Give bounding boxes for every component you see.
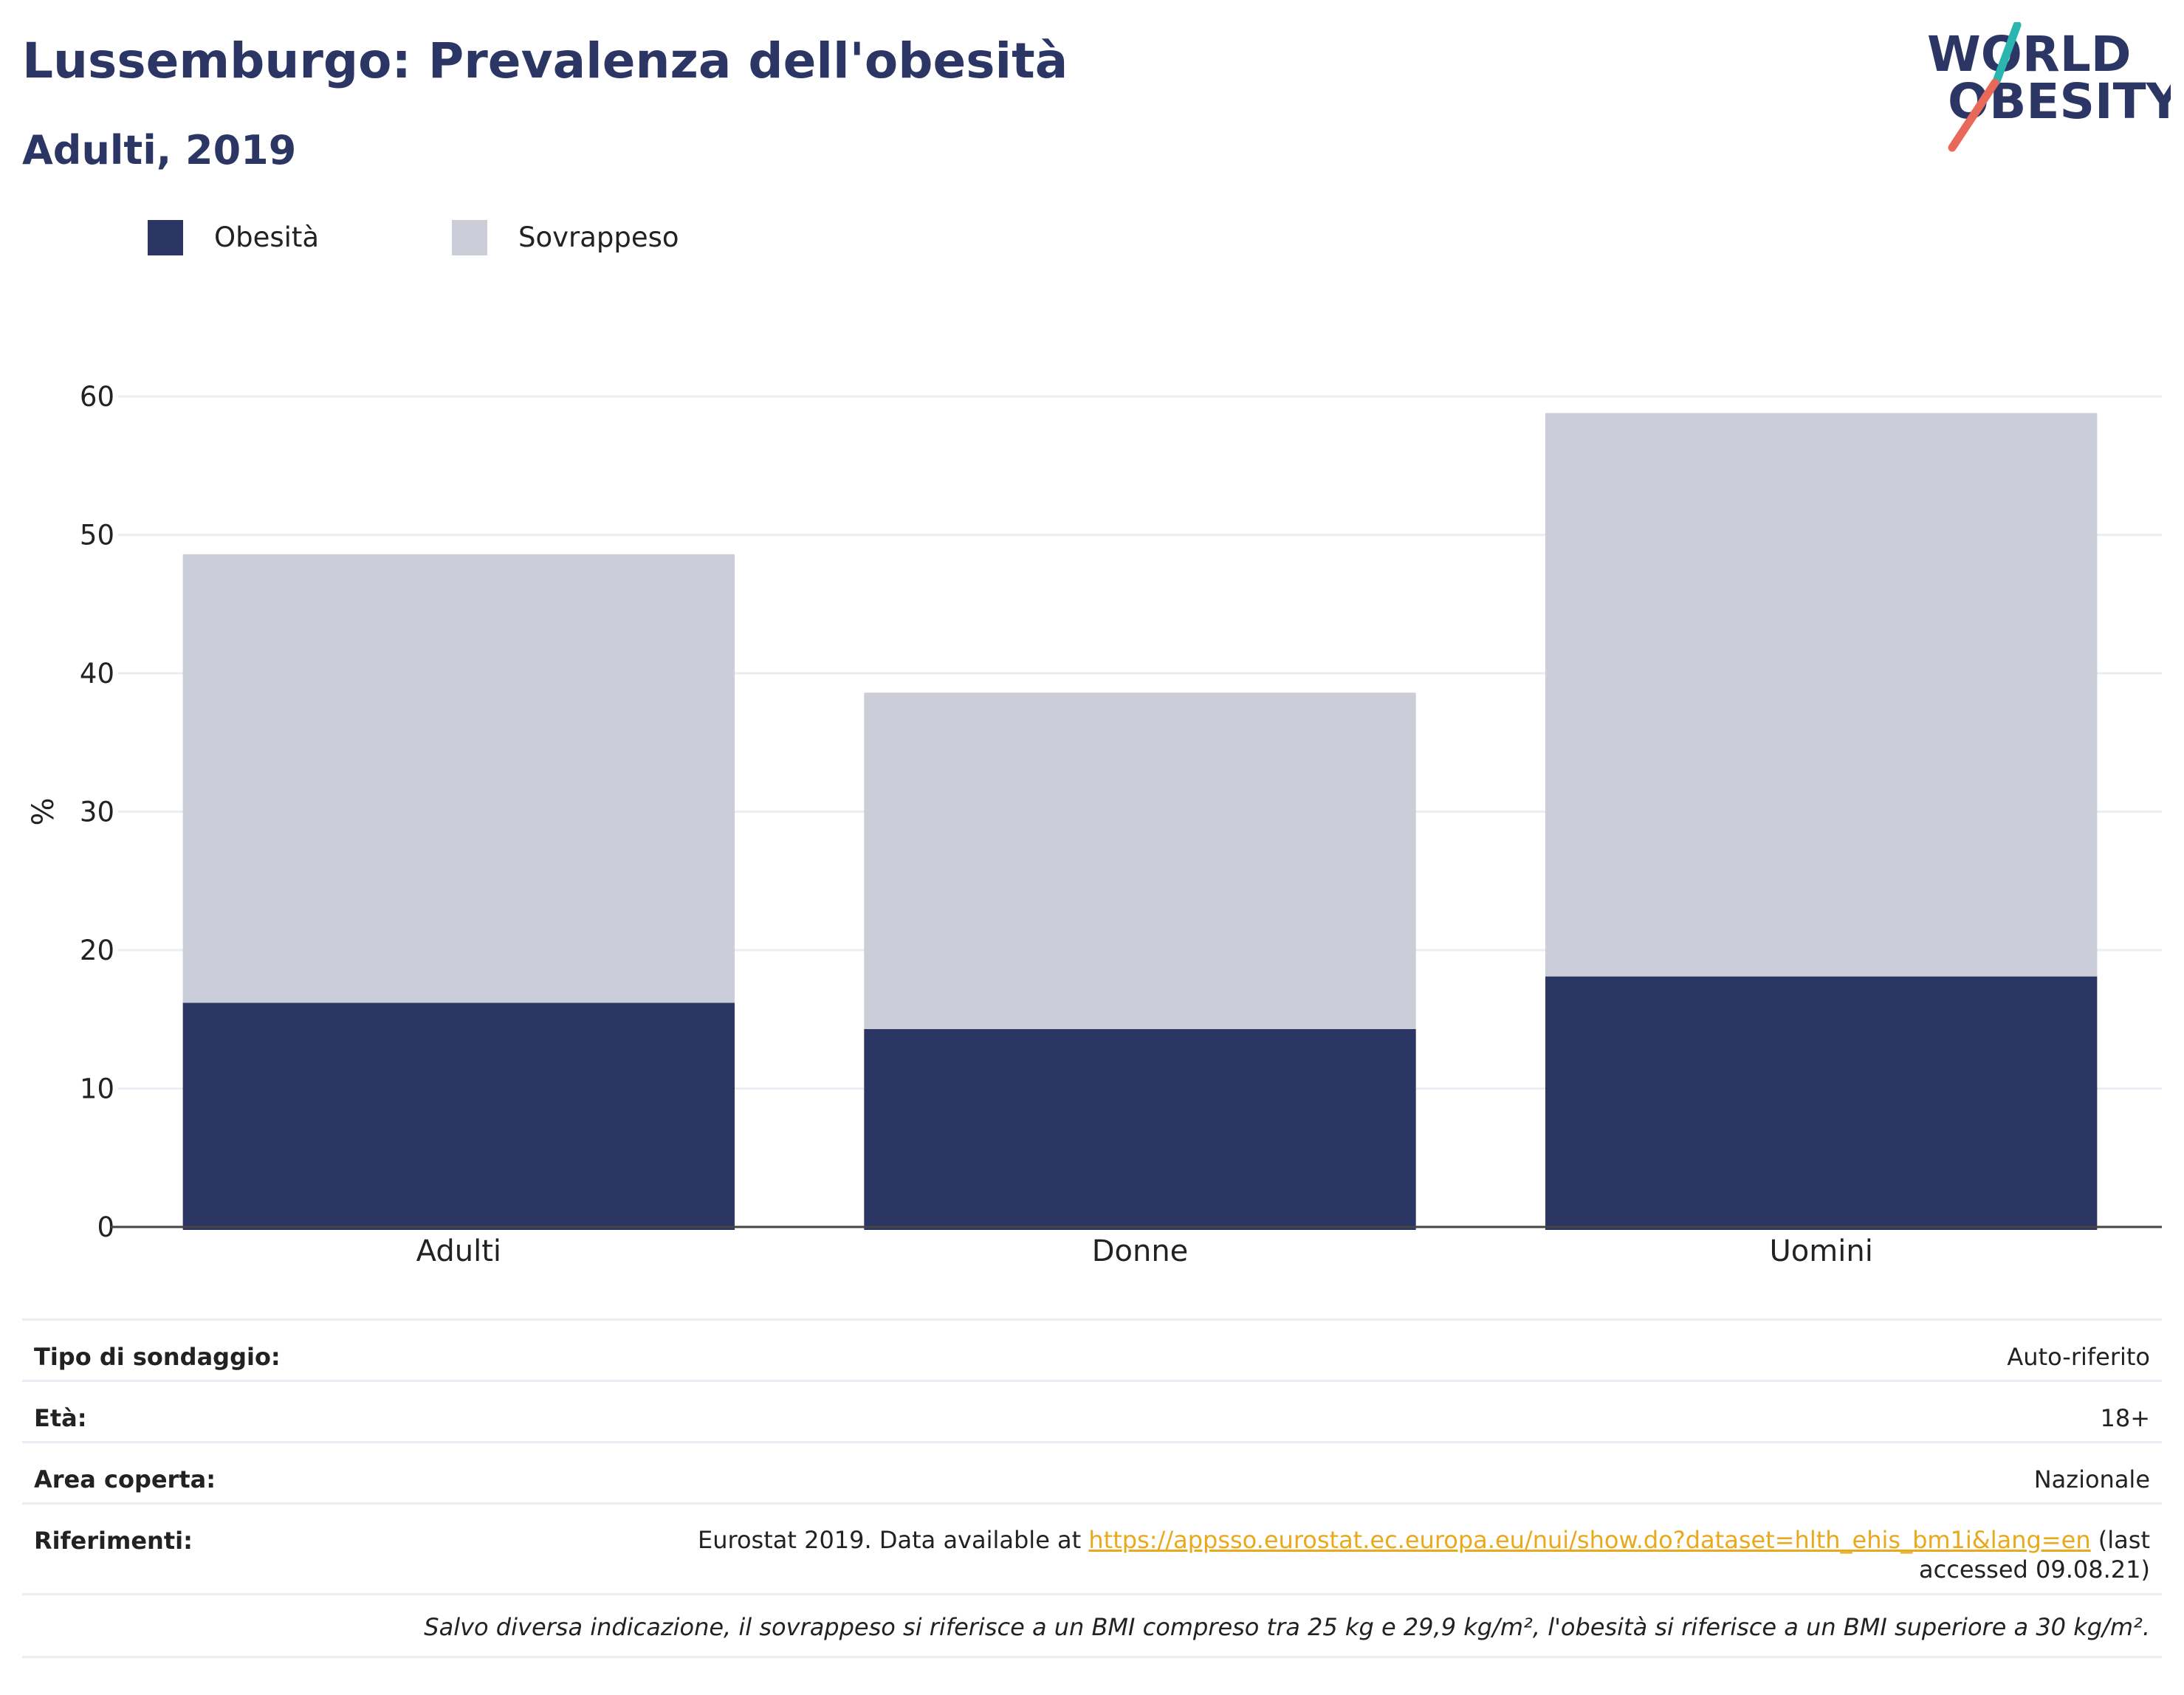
area-value: Nazionale	[2033, 1465, 2150, 1493]
references-suffix: (last accessed 09.08.21)	[1919, 1526, 2150, 1584]
logo-text-world: WORLD	[1927, 26, 2132, 83]
stacked-bar-chart: 0 10 20 30 40 50 60% Adulti Donne Uomini	[27, 381, 2162, 1268]
bar-overweight-adulti	[182, 554, 735, 1003]
legend-label-obesity: Obesità	[214, 221, 320, 253]
references-value: Eurostat 2019. Data available at https:/…	[673, 1525, 2150, 1584]
survey-type-value: Auto-riferito	[2007, 1343, 2150, 1371]
bar-obesity-uomini	[1545, 976, 2098, 1230]
bar-overweight-uomini	[1545, 413, 2098, 977]
logo-slash-coral	[1948, 78, 1999, 152]
info-row-age: Età: 18+	[22, 1380, 2162, 1441]
references-prefix: Eurostat 2019. Data available at	[698, 1526, 1089, 1554]
references-label: Riferimenti:	[34, 1527, 193, 1555]
chart-subtitle: Adulti, 2019	[22, 127, 297, 173]
age-value: 18+	[2100, 1404, 2150, 1432]
bar-overweight-donne	[864, 692, 1416, 1029]
survey-type-label: Tipo di sondaggio:	[34, 1343, 281, 1371]
y-tick-label-10: 10	[80, 1073, 114, 1105]
logo-slash-teal	[1992, 22, 2022, 86]
area-label: Area coperta:	[34, 1465, 216, 1493]
x-tick-label-uomini: Uomini	[1770, 1234, 1873, 1268]
y-tick-label-20: 20	[80, 935, 114, 966]
bar-obesity-adulti	[182, 1003, 735, 1230]
age-label: Età:	[34, 1404, 87, 1432]
bmi-note: Salvo diversa indicazione, il sovrappeso…	[424, 1613, 2150, 1641]
info-row-references: Riferimenti: Eurostat 2019. Data availab…	[22, 1502, 2162, 1593]
y-tick-label-0: 0	[97, 1211, 114, 1243]
references-link[interactable]: https://appsso.eurostat.ec.europa.eu/nui…	[1088, 1526, 2091, 1554]
y-tick-label-50: 50	[80, 520, 114, 551]
legend-label-overweight: Sovrappeso	[518, 221, 679, 253]
y-tick-label-30: 30	[80, 797, 114, 828]
info-table: Tipo di sondaggio: Auto-riferito Età: 18…	[22, 1318, 2162, 1658]
x-tick-label-donne: Donne	[1092, 1234, 1189, 1268]
info-row-survey-type: Tipo di sondaggio: Auto-riferito	[22, 1318, 2162, 1380]
chart-title: Lussemburgo: Prevalenza dell'obesità	[22, 32, 1068, 89]
y-tick-label-40: 40	[80, 658, 114, 690]
info-row-area: Area coperta: Nazionale	[22, 1441, 2162, 1502]
bar-obesity-donne	[864, 1028, 1416, 1230]
legend-swatch-overweight	[452, 220, 487, 255]
info-row-note: Salvo diversa indicazione, il sovrappeso…	[22, 1593, 2162, 1658]
x-tick-label-adulti: Adulti	[416, 1234, 501, 1268]
y-tick-label-60: 60	[80, 381, 114, 413]
legend-swatch-obesity	[148, 220, 183, 255]
y-axis-title: %	[27, 797, 61, 825]
world-obesity-logo: WORLD OBESITY	[1927, 22, 2171, 152]
